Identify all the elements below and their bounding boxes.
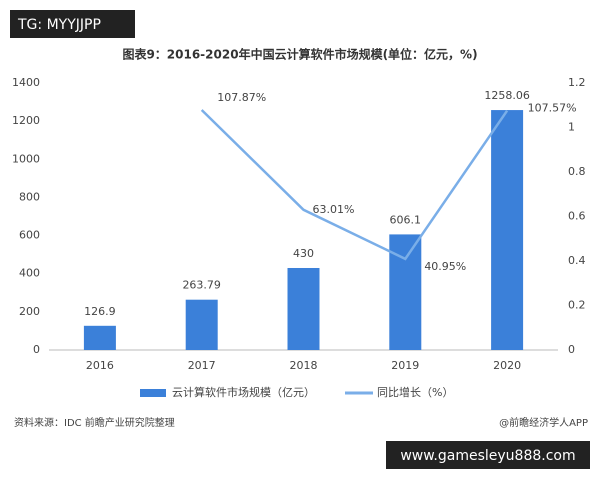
x-tick-label: 2020 (493, 359, 521, 372)
tag: TG: MYYJJPP (17, 17, 101, 33)
credit: @前瞻经济学人APP (499, 416, 588, 429)
data-label: 606.1 (390, 213, 422, 226)
data-label: 126.9 (84, 305, 116, 318)
y-tick-label: 600 (19, 229, 40, 242)
x-tick-label: 2017 (188, 359, 216, 372)
y-tick-label: 1000 (12, 152, 40, 165)
y2-tick-label: 0.8 (568, 165, 586, 178)
line-label: 107.87% (217, 91, 266, 104)
site: www.gamesleyu888.com (400, 448, 575, 464)
y2-tick-label: 0.6 (568, 210, 586, 223)
bar (287, 267, 320, 350)
legend-label: 同比增长（%） (377, 385, 453, 399)
y2-tick-label: 0 (568, 343, 575, 356)
line-label: 63.01% (313, 203, 355, 216)
tag-box (10, 10, 135, 38)
line-label: 40.95% (424, 260, 466, 273)
site-box (386, 441, 590, 469)
bar (83, 325, 116, 350)
x-tick-label: 2018 (290, 359, 318, 372)
bar (389, 234, 422, 350)
line-label: 107.57% (528, 102, 577, 115)
data-label: 1258.06 (484, 89, 530, 102)
y2-tick-label: 1.2 (568, 76, 586, 89)
y-tick-label: 0 (33, 343, 40, 356)
legend-label: 云计算软件市场规模（亿元） (172, 385, 315, 399)
y-tick-label: 1400 (12, 76, 40, 89)
y-tick-label: 800 (19, 190, 40, 203)
x-tick-label: 2019 (391, 359, 419, 372)
line (200, 109, 509, 261)
y2-tick-label: 1 (568, 121, 575, 134)
data-label: 263.79 (182, 279, 221, 292)
y2-tick-label: 0.4 (568, 254, 586, 267)
chart-title: 图表9：2016-2020年中国云计算软件市场规模(单位：亿元，%) (122, 47, 477, 62)
x-tick-label: 2016 (86, 359, 114, 372)
bar (185, 299, 218, 350)
y-tick-label: 1200 (12, 114, 40, 127)
y2-tick-label: 0.2 (568, 299, 586, 312)
source: 资料来源：IDC 前瞻产业研究院整理 (14, 416, 175, 429)
y-tick-label: 400 (19, 267, 40, 280)
data-label: 430 (293, 247, 314, 260)
legend-key (140, 389, 166, 397)
bar (491, 110, 524, 351)
y-tick-label: 200 (19, 305, 40, 318)
